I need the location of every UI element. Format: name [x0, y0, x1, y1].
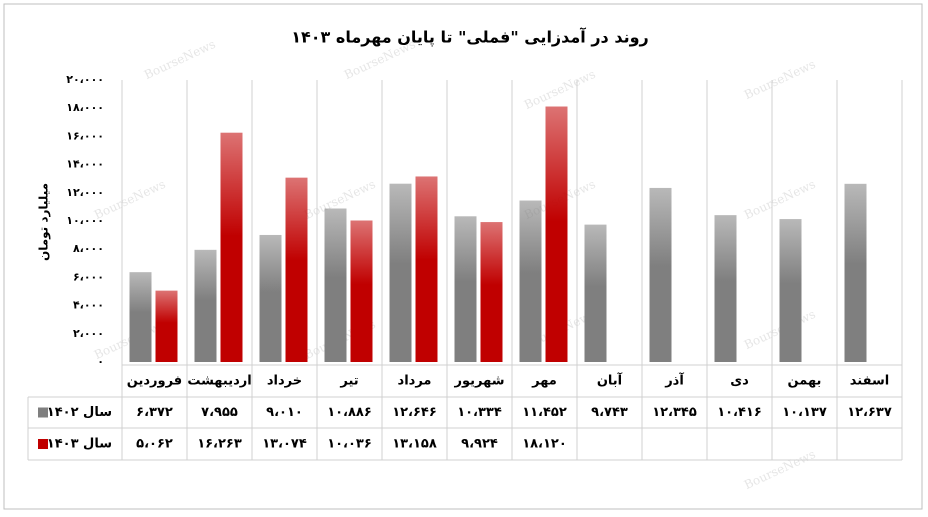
y-tick-label: ۰ — [97, 355, 104, 368]
bar — [259, 234, 282, 362]
x-tick-label: اسفند — [850, 374, 889, 389]
value-label: ۵،۰۶۲ — [136, 437, 173, 452]
bar — [779, 219, 802, 362]
value-label: ۱۰،۰۳۶ — [327, 437, 372, 452]
value-label: ۱۰،۱۳۷ — [782, 405, 827, 420]
y-tick-label: ۲،۰۰۰ — [73, 327, 104, 340]
value-label: ۶،۳۷۲ — [136, 405, 173, 420]
value-label: ۱۲،۶۳۷ — [847, 405, 892, 420]
value-label: ۱۰،۳۳۴ — [457, 405, 502, 420]
bar — [220, 132, 243, 362]
value-label: ۹،۷۴۳ — [591, 405, 628, 420]
bar — [389, 183, 412, 362]
bar — [545, 106, 568, 363]
x-tick-label: بهمن — [788, 374, 822, 389]
legend-key — [38, 439, 48, 449]
bar — [415, 176, 438, 362]
x-tick-label: آذر — [664, 372, 684, 389]
value-label: ۷،۹۵۵ — [201, 405, 238, 420]
bar — [194, 249, 217, 362]
x-tick-label: خرداد — [267, 374, 302, 389]
bar — [324, 208, 347, 362]
x-tick-label: دی — [730, 374, 749, 389]
value-label: ۱۰،۴۱۶ — [717, 405, 762, 420]
y-tick-label: ۱۰،۰۰۰ — [66, 214, 104, 227]
legend-key — [38, 407, 48, 418]
y-tick-label: ۱۶،۰۰۰ — [66, 129, 104, 142]
x-tick-label: شهریور — [454, 374, 505, 389]
value-label: ۱۲،۶۴۶ — [392, 405, 437, 420]
y-tick-label: ۴،۰۰۰ — [73, 299, 104, 312]
x-tick-label: مهر — [531, 374, 557, 389]
y-tick-label: ۸،۰۰۰ — [73, 242, 104, 255]
legend-label: سال ۱۴۰۲ — [47, 405, 112, 420]
x-tick-label: فروردین — [127, 374, 182, 389]
value-label: ۱۰،۸۸۶ — [327, 405, 372, 420]
value-label: ۹،۹۲۴ — [461, 437, 498, 452]
bar — [649, 187, 672, 362]
bar — [844, 183, 867, 362]
legend-label: سال ۱۴۰۳ — [47, 437, 112, 452]
bar — [584, 224, 607, 362]
y-tick-label: ۱۴،۰۰۰ — [66, 158, 104, 171]
value-label: ۹،۰۱۰ — [266, 405, 303, 420]
value-label: ۱۱،۴۵۲ — [522, 405, 567, 420]
bar — [480, 222, 503, 362]
y-tick-label: ۶،۰۰۰ — [73, 270, 104, 283]
value-label: ۱۳،۱۵۸ — [392, 437, 437, 452]
bar — [350, 220, 373, 362]
bar — [714, 215, 737, 362]
value-label: ۱۶،۲۶۳ — [197, 437, 242, 452]
y-axis-label: میلیارد تومان — [37, 183, 52, 261]
x-tick-label: تیر — [339, 374, 358, 389]
bar — [454, 216, 477, 362]
y-tick-label: ۲۰،۰۰۰ — [66, 73, 104, 86]
chart-title: روند در آمدزایی "فملی" تا پایان مهرماه ۱… — [291, 27, 648, 48]
value-label: ۱۸،۱۲۰ — [522, 437, 567, 452]
x-tick-label: مرداد — [398, 374, 432, 389]
y-tick-label: ۱۸،۰۰۰ — [66, 101, 104, 114]
bar — [519, 200, 542, 362]
y-tick-label: ۱۲،۰۰۰ — [66, 186, 104, 199]
value-label: ۱۲،۳۴۵ — [652, 405, 697, 420]
bar — [155, 290, 178, 362]
value-label: ۱۳،۰۷۴ — [262, 437, 307, 452]
bar — [285, 177, 308, 362]
x-tick-label: آبان — [597, 372, 623, 389]
bar — [129, 272, 152, 362]
x-tick-label: اردیبهشت — [187, 374, 251, 389]
